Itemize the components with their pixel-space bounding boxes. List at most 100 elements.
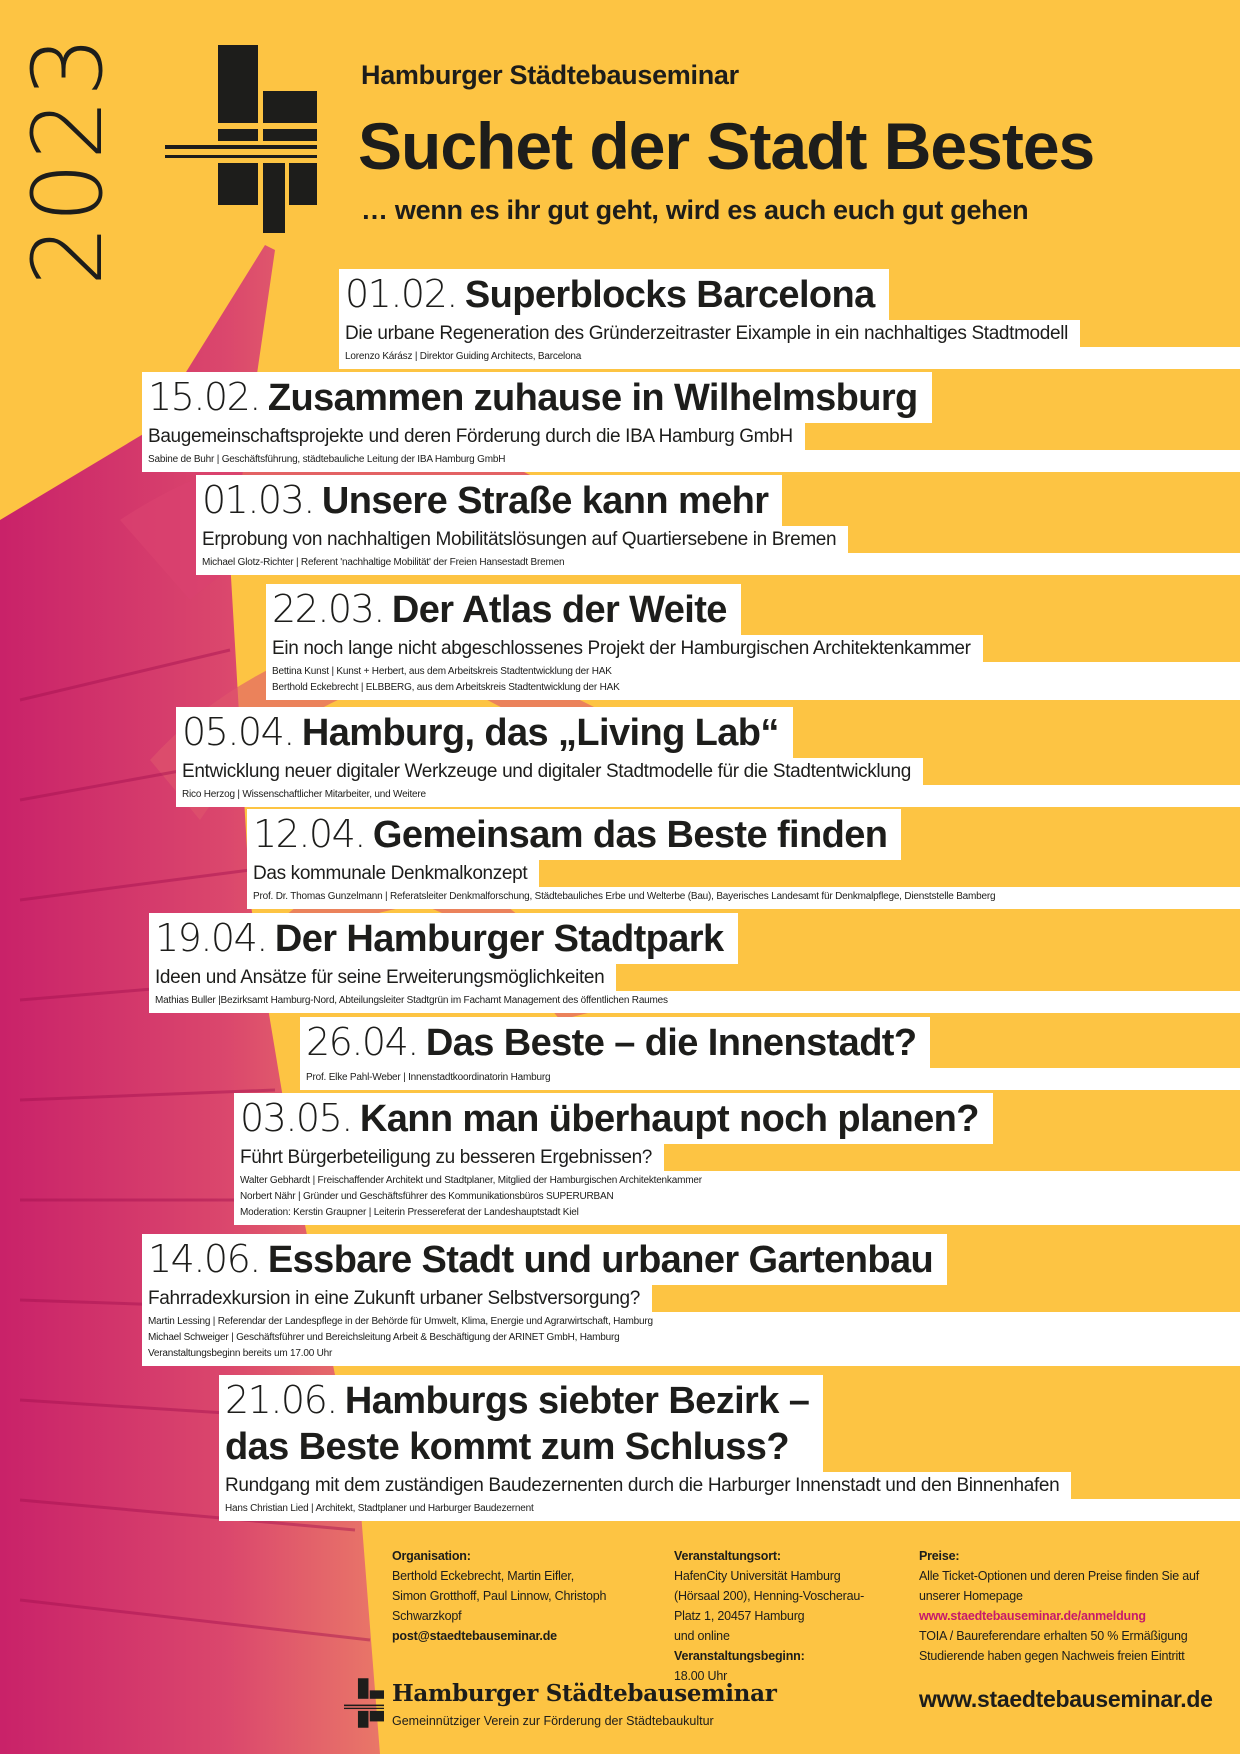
event-item: 05.04. Hamburg, das „Living Lab“ Entwicklu…: [176, 707, 1240, 807]
footer-prices: Preise: Alle Ticket-Optionen und deren P…: [919, 1546, 1199, 1666]
event-item: 22.03. Der Atlas der Weite Ein noch lange …: [266, 584, 1240, 700]
event-title-band: 22.03. Der Atlas der Weite: [266, 584, 741, 635]
footer-venue: Veranstaltungsort: HafenCity Universität…: [674, 1546, 864, 1686]
event-date: 21.06.: [225, 1378, 338, 1422]
event-title-band: 12.04. Gemeinsam das Beste finden: [247, 809, 902, 860]
event-title: Kann man überhaupt noch planen?: [359, 1098, 980, 1140]
event-item: 15.02. Zusammen zuhause in Wilhelmsburg Ba…: [142, 372, 1240, 472]
event-title: Zusammen zuhause in Wilhelmsburg: [267, 377, 918, 419]
event-speakers: Mathias Buller |Bezirksamt Hamburg-Nord,…: [149, 991, 1240, 1013]
event-item: 19.04. Der Hamburger Stadtpark Ideen und A…: [149, 913, 1240, 1013]
speaker-line: Sabine de Buhr | Geschäftsführung, städt…: [148, 454, 506, 465]
event-speakers: Walter Gebhardt | Freischaffender Archit…: [234, 1171, 1240, 1225]
poster-title: Suchet der Stadt Bestes: [358, 109, 1095, 183]
event-subtitle: Die urbane Regeneration des Gründerzeitr…: [339, 320, 1080, 347]
event-subtitle: Baugemeinschaftsprojekte und deren Förde…: [142, 423, 805, 450]
event-date: 12.04.: [253, 812, 366, 856]
venue-line: und online: [674, 1629, 730, 1643]
speaker-line: Berthold Eckebrecht | ELBBERG, aus dem A…: [272, 682, 620, 693]
speaker-line: Rico Herzog | Wissenschaftlicher Mitarbe…: [182, 789, 426, 800]
venue-line: Platz 1, 20457 Hamburg: [674, 1609, 805, 1623]
prices-line: Alle Ticket-Optionen und deren Preise fi…: [919, 1569, 1200, 1583]
speaker-line: Norbert Nähr | Gründer und Geschäftsführ…: [240, 1191, 614, 1202]
speaker-line: Lorenzo Kárász | Direktor Guiding Archit…: [345, 351, 582, 362]
event-subtitle: Ein noch lange nicht abgeschlossenes Pro…: [266, 635, 983, 662]
venue-line: HafenCity Universität Hamburg: [674, 1569, 841, 1583]
organisation-line: Berthold Eckebrecht, Martin Eifler,: [392, 1569, 574, 1583]
event-title-band: 03.05. Kann man überhaupt noch planen?: [234, 1093, 993, 1144]
event-title-band: 19.04. Der Hamburger Stadtpark: [149, 913, 738, 964]
event-title-band: 15.02. Zusammen zuhause in Wilhelmsburg: [142, 372, 932, 423]
event-title: Hamburg, das „Living Lab“: [301, 712, 780, 754]
event-date: 03.05.: [240, 1096, 353, 1140]
prices-line: TOIA / Baureferendare erhalten 50 % Ermä…: [919, 1629, 1188, 1643]
event-title-band: 14.06. Essbare Stadt und urbaner Gartenba…: [142, 1234, 948, 1285]
event-title-band: 01.03. Unsere Straße kann mehr: [196, 475, 783, 526]
city-grid-logo-icon: [165, 45, 317, 233]
organisation-line: Schwarzkopf: [392, 1609, 462, 1623]
speaker-line: Veranstaltungsbeginn bereits um 17.00 Uh…: [148, 1348, 333, 1359]
contact-email-link[interactable]: post@staedtebauseminar.de: [392, 1629, 557, 1643]
event-title: Der Atlas der Weite: [391, 589, 728, 631]
event-item: 14.06. Essbare Stadt und urbaner Gartenba…: [142, 1234, 1240, 1366]
event-item: 01.03. Unsere Straße kann mehr Erprobung v…: [196, 475, 1240, 575]
start-label: Veranstaltungsbeginn:: [674, 1649, 805, 1663]
event-date: 05.04.: [182, 710, 295, 754]
speaker-line: Mathias Buller |Bezirksamt Hamburg-Nord,…: [155, 995, 668, 1006]
event-speakers: Prof. Elke Pahl-Weber | Innenstadtkoordi…: [300, 1068, 1240, 1090]
event-speakers: Michael Glotz-Richter | Referent 'nachha…: [196, 553, 1240, 575]
speaker-line: Moderation: Kerstin Graupner | Leiterin …: [240, 1207, 579, 1218]
event-speakers: Bettina Kunst | Kunst + Herbert, aus dem…: [266, 662, 1240, 700]
speaker-line: Prof. Elke Pahl-Weber | Innenstadtkoordi…: [306, 1072, 551, 1083]
event-date: 01.02.: [345, 272, 458, 316]
venue-line: (Hörsaal 200), Henning-Voscherau-: [674, 1589, 865, 1603]
organisation-label: Organisation:: [392, 1549, 471, 1563]
registration-link[interactable]: www.staedtebauseminar.de/anmeldung: [919, 1609, 1146, 1623]
event-date: 22.03.: [272, 587, 385, 631]
event-date: 01.03.: [202, 478, 315, 522]
speaker-line: Martin Lessing | Referendar der Landespf…: [148, 1316, 653, 1327]
organisation-line: Simon Grotthoff, Paul Linnow, Christoph: [392, 1589, 607, 1603]
event-title-band: 05.04. Hamburg, das „Living Lab“: [176, 707, 793, 758]
event-title-band: 21.06. Hamburgs siebter Bezirk – das Beste…: [219, 1375, 824, 1472]
prices-line: Studierende haben gegen Nachweis freien …: [919, 1649, 1185, 1663]
event-speakers: Prof. Dr. Thomas Gunzelmann | Referatsle…: [247, 887, 1240, 909]
prices-label: Preise:: [919, 1549, 960, 1563]
event-subtitle: Das kommunale Denkmalkonzept: [247, 860, 540, 887]
event-subtitle: Erprobung von nachhaltigen Mobilitätslös…: [196, 526, 849, 553]
event-item: 01.02. Superblocks Barcelona Die urbane Re…: [339, 269, 1240, 369]
speaker-line: Bettina Kunst | Kunst + Herbert, aus dem…: [272, 666, 612, 677]
event-date: 15.02.: [148, 375, 261, 419]
speaker-line: Walter Gebhardt | Freischaffender Archit…: [240, 1175, 702, 1186]
event-subtitle: Entwicklung neuer digitaler Werkzeuge un…: [176, 758, 923, 785]
event-title: Superblocks Barcelona: [464, 274, 875, 316]
event-title: Das Beste – die Innenstadt?: [425, 1022, 917, 1064]
event-title: Essbare Stadt und urbaner Gartenbau: [267, 1239, 934, 1281]
organization-name: Hamburger Städtebauseminar: [361, 60, 739, 90]
event-title-band: 01.02. Superblocks Barcelona: [339, 269, 889, 320]
event-subtitle: Rundgang mit dem zuständigen Baudezernen…: [219, 1472, 1072, 1499]
website-link[interactable]: www.staedtebauseminar.de: [919, 1686, 1213, 1712]
footer-organisation: Organisation: Berthold Eckebrecht, Marti…: [392, 1546, 607, 1646]
event-speakers: Hans Christian Lied | Architekt, Stadtpl…: [219, 1499, 1240, 1521]
speaker-line: Michael Schweiger | Geschäftsführer und …: [148, 1332, 620, 1343]
event-title-line2: das Beste kommt zum Schluss?: [225, 1426, 790, 1468]
event-item: 03.05. Kann man überhaupt noch planen? Füh…: [234, 1093, 1240, 1225]
event-subtitle: Führt Bürgerbeteiligung zu besseren Erge…: [234, 1144, 665, 1171]
event-speakers: Martin Lessing | Referendar der Landespf…: [142, 1312, 1240, 1366]
venue-label: Veranstaltungsort:: [674, 1549, 781, 1563]
speaker-line: Michael Glotz-Richter | Referent 'nachha…: [202, 557, 565, 568]
brand-name: Hamburger Städtebauseminar: [392, 1680, 777, 1707]
event-subtitle: Fahrradexkursion in eine Zukunft urbaner…: [142, 1285, 652, 1312]
event-subtitle: Ideen und Ansätze für seine Erweiterungs…: [149, 964, 617, 991]
city-grid-logo-icon: [344, 1678, 384, 1728]
event-speakers: Sabine de Buhr | Geschäftsführung, städt…: [142, 450, 1240, 472]
speaker-line: Hans Christian Lied | Architekt, Stadtpl…: [225, 1503, 534, 1514]
event-date: 26.04.: [306, 1020, 419, 1064]
event-date: 14.06.: [148, 1237, 261, 1281]
event-title: Der Hamburger Stadtpark: [274, 918, 724, 960]
start-time: 18.00 Uhr: [674, 1669, 728, 1683]
year-label: 2023: [12, 33, 124, 287]
event-date: 19.04.: [155, 916, 268, 960]
event-item: 21.06. Hamburgs siebter Bezirk – das Beste…: [219, 1375, 1240, 1521]
